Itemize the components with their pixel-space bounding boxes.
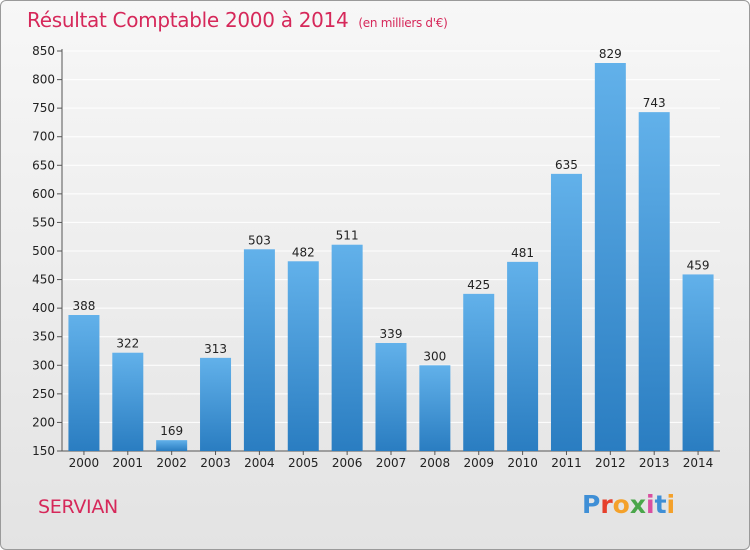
location-label: SERVIAN bbox=[38, 496, 118, 518]
x-tick-label: 2000 bbox=[69, 456, 100, 470]
y-tick-label: 800 bbox=[32, 73, 55, 87]
y-tick-label: 650 bbox=[32, 158, 55, 172]
bar-2000 bbox=[68, 315, 100, 451]
logo-letter: o bbox=[612, 490, 630, 519]
y-tick-label: 250 bbox=[32, 387, 55, 401]
bar-2004 bbox=[243, 249, 275, 451]
bar-2003 bbox=[200, 357, 232, 451]
data-label: 481 bbox=[511, 246, 534, 260]
y-tick-label: 850 bbox=[32, 44, 55, 58]
bars bbox=[68, 63, 714, 452]
data-label: 322 bbox=[116, 337, 139, 351]
x-tick-label: 2007 bbox=[376, 456, 407, 470]
y-tick-label: 350 bbox=[32, 330, 55, 344]
bar-2006 bbox=[331, 244, 363, 451]
bar-2009 bbox=[463, 293, 495, 451]
logo-letter: r bbox=[600, 490, 613, 519]
x-tick-label: 2014 bbox=[683, 456, 714, 470]
y-tick-label: 500 bbox=[32, 244, 55, 258]
data-labels: 388 322 169 313 503 482 511 339 300 425 481 635 829 7… bbox=[72, 47, 709, 438]
bar-2005 bbox=[287, 261, 319, 451]
x-tick-label: 2008 bbox=[420, 456, 451, 470]
data-label: 482 bbox=[292, 245, 315, 259]
bar-2008 bbox=[419, 365, 451, 451]
logo-letter: i bbox=[646, 490, 655, 519]
data-label: 339 bbox=[380, 327, 403, 341]
x-tick-label: 2009 bbox=[463, 456, 494, 470]
data-label: 300 bbox=[423, 349, 446, 363]
logo-letter: x bbox=[629, 490, 646, 519]
data-label: 503 bbox=[248, 233, 271, 247]
chart-subtitle: (en milliers d'€) bbox=[358, 16, 448, 30]
proxiti-logo: Proxiti bbox=[582, 490, 675, 519]
x-tick-label: 2001 bbox=[113, 456, 144, 470]
x-tick-label: 2004 bbox=[244, 456, 275, 470]
x-tick-label: 2010 bbox=[507, 456, 538, 470]
data-label: 511 bbox=[336, 229, 359, 243]
data-label: 169 bbox=[160, 424, 183, 438]
x-tick-label: 2005 bbox=[288, 456, 319, 470]
data-label: 635 bbox=[555, 158, 578, 172]
chart-title-text: Résultat Comptable 2000 à 2014 bbox=[27, 8, 349, 32]
y-tick-label: 450 bbox=[32, 273, 55, 287]
x-tick-label: 2012 bbox=[595, 456, 626, 470]
chart-title: Résultat Comptable 2000 à 2014 (en millie… bbox=[27, 8, 448, 32]
axes: 150 200 250 300 350 400 450 500 550 600 650 700 750 8… bbox=[32, 44, 720, 470]
x-tick-label: 2011 bbox=[551, 456, 582, 470]
bar-2012 bbox=[594, 63, 626, 451]
data-label: 829 bbox=[599, 47, 622, 61]
data-label: 313 bbox=[204, 342, 227, 356]
y-tick-label: 150 bbox=[32, 444, 55, 458]
x-tick-label: 2003 bbox=[200, 456, 231, 470]
y-tick-label: 600 bbox=[32, 187, 55, 201]
logo-letter: P bbox=[582, 490, 601, 519]
data-label: 425 bbox=[467, 278, 490, 292]
x-tick-label: 2002 bbox=[156, 456, 187, 470]
bar-2013 bbox=[638, 112, 670, 452]
x-tick-label: 2006 bbox=[332, 456, 363, 470]
y-tick-label: 750 bbox=[32, 101, 55, 115]
y-tick-label: 550 bbox=[32, 215, 55, 229]
bar-2001 bbox=[112, 352, 144, 451]
logo-letter: i bbox=[666, 490, 676, 519]
logo-letter: t bbox=[654, 490, 667, 519]
x-tick-label: 2013 bbox=[639, 456, 670, 470]
y-tick-label: 400 bbox=[32, 301, 55, 315]
data-label: 388 bbox=[72, 299, 95, 313]
data-label: 743 bbox=[643, 96, 666, 110]
bar-2014 bbox=[682, 274, 714, 451]
bar-2011 bbox=[550, 173, 582, 451]
y-tick-label: 700 bbox=[32, 130, 55, 144]
y-tick-label: 200 bbox=[32, 415, 55, 429]
bar-2007 bbox=[375, 343, 407, 451]
bar-2010 bbox=[507, 261, 539, 451]
data-label: 459 bbox=[687, 258, 710, 272]
bar-2002 bbox=[156, 440, 188, 451]
y-tick-label: 300 bbox=[32, 358, 55, 372]
